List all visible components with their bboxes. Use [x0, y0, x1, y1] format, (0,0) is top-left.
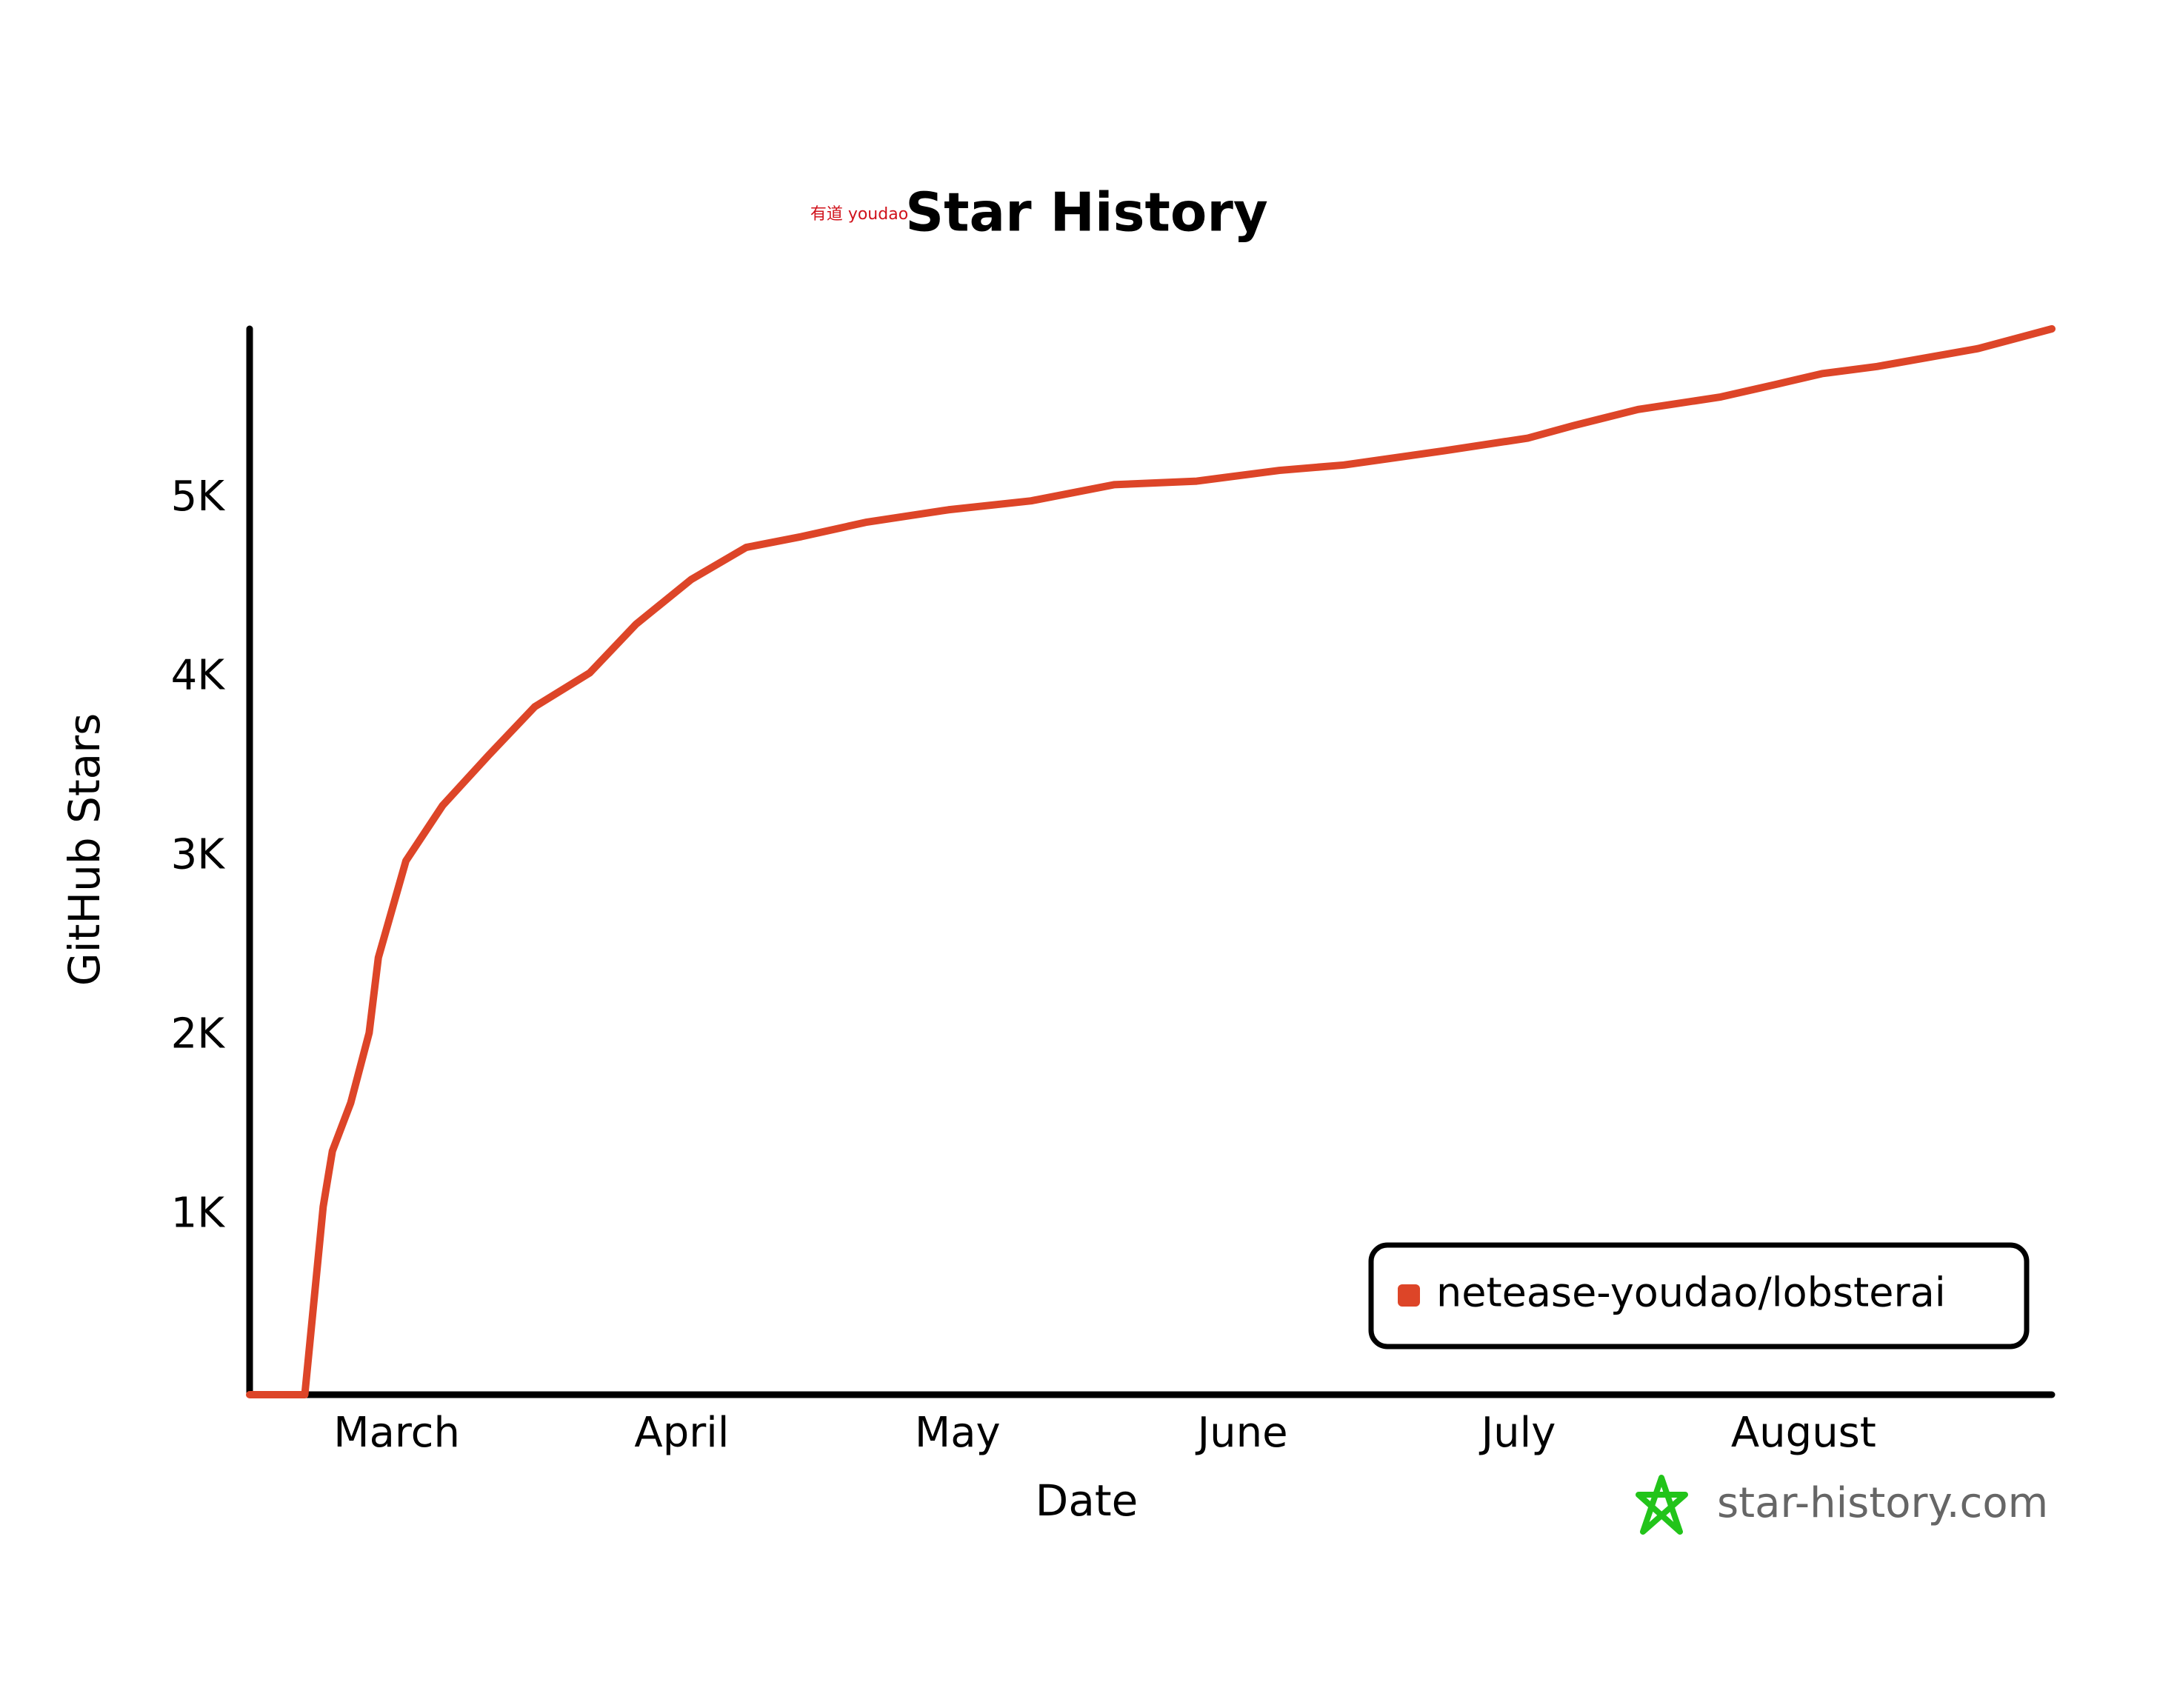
x-tick-label: June: [1196, 1409, 1288, 1457]
logo: 有道 youdao: [810, 205, 908, 224]
chart-title: Star History: [905, 181, 1268, 244]
y-tick-label: 3K: [171, 831, 226, 879]
x-tick-label: May: [915, 1409, 1001, 1457]
watermark: star-history.com: [1717, 1479, 2048, 1527]
y-tick-label: 5K: [171, 473, 226, 521]
x-tick-label: July: [1479, 1409, 1556, 1457]
legend-box: [1368, 1242, 2030, 1350]
y-axis-label: GitHub Stars: [59, 713, 110, 987]
x-tick-label: August: [1731, 1409, 1876, 1457]
y-tick-label: 4K: [171, 652, 226, 700]
x-tick-label: April: [634, 1409, 729, 1457]
y-tick-label: 2K: [171, 1010, 226, 1058]
x-axis-label: Date: [1036, 1475, 1138, 1526]
legend-label: netease-youdao/lobsterai: [1436, 1270, 1946, 1316]
x-tick-label: March: [333, 1409, 460, 1457]
data-line: [246, 325, 2056, 1398]
y-tick-label: 1K: [171, 1189, 226, 1237]
watermark-icon: [1636, 1475, 1688, 1535]
legend-swatch: [1398, 1284, 1420, 1307]
